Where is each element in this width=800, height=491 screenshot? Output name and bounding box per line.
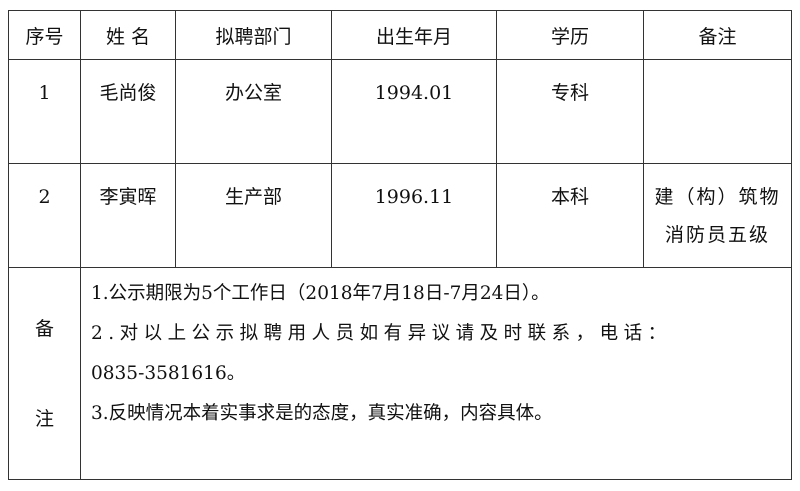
remarks-label: 备 注 (8, 267, 81, 480)
table-row: 1 毛尚俊 办公室 1994.01 专科 (8, 59, 792, 164)
header-cell: 序号 (8, 10, 81, 60)
cell-name: 李寅晖 (80, 163, 176, 268)
cell-education: 本科 (496, 163, 644, 268)
remark-line: 2.对以上公示拟聘用人员如有异议请及时联系，电话： (91, 323, 672, 344)
cell-remark (643, 59, 792, 164)
remarks-row: 备 注 1.公示期限为5个工作日（2018年7月18日-7月24日）。 2.对以… (8, 267, 792, 480)
remark-line: 1.公示期限为5个工作日（2018年7月18日-7月24日）。 (91, 283, 550, 304)
personnel-table: 序号 姓 名 拟聘部门 出生年月 学历 备注 1 毛尚俊 办公室 1994.01… (8, 10, 792, 480)
table-row: 2 李寅晖 生产部 1996.11 本科 建（构）筑物消防员五级 (8, 163, 792, 268)
header-row: 序号 姓 名 拟聘部门 出生年月 学历 备注 (8, 10, 792, 60)
cell-name: 毛尚俊 (80, 59, 176, 164)
header-cell: 拟聘部门 (175, 10, 332, 60)
cell-birth: 1994.01 (331, 59, 497, 164)
header-cell: 姓 名 (80, 10, 176, 60)
cell-education: 专科 (496, 59, 644, 164)
cell-index: 1 (8, 59, 81, 164)
header-cell: 学历 (496, 10, 644, 60)
remarks-label-char: 注 (34, 407, 54, 430)
cell-birth: 1996.11 (331, 163, 497, 268)
remarks-content: 1.公示期限为5个工作日（2018年7月18日-7月24日）。 2.对以上公示拟… (80, 267, 792, 480)
cell-department: 生产部 (175, 163, 332, 268)
cell-department: 办公室 (175, 59, 332, 164)
cell-remark: 建（构）筑物消防员五级 (643, 163, 792, 268)
remark-line: 0835-3581616。 (91, 363, 246, 384)
cell-index: 2 (8, 163, 81, 268)
header-cell: 出生年月 (331, 10, 497, 60)
header-cell: 备注 (643, 10, 792, 60)
remark-line: 3.反映情况本着实事求是的态度，真实准确，内容具体。 (91, 403, 553, 424)
remarks-label-char: 备 (34, 317, 54, 340)
